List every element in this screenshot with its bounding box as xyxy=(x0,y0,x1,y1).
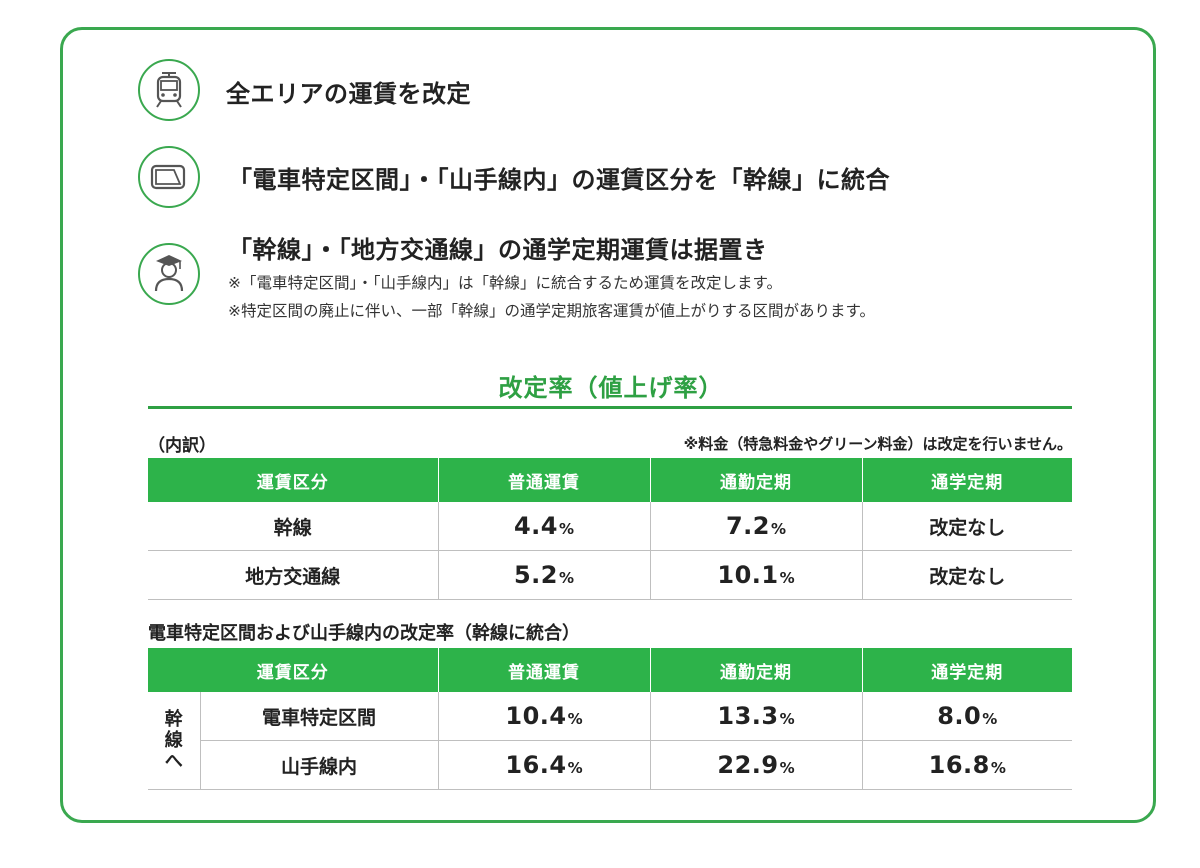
rate-title-divider xyxy=(148,406,1072,409)
student-pass-rate: 改定なし xyxy=(861,550,1072,600)
student-icon xyxy=(138,243,200,305)
table-header-row: 運賃区分 普通運賃 通勤定期 通学定期 xyxy=(148,648,1072,692)
note-student-pass-increase: ※特定区間の廃止に伴い、一部「幹線」の通学定期旅客運賃が値上がりする区間がありま… xyxy=(228,302,875,320)
fare-revision-card xyxy=(60,27,1156,823)
merged-rate-title: 電車特定区間および山手線内の改定率（幹線に統合） xyxy=(148,623,580,644)
header-student-pass: 通学定期 xyxy=(861,648,1072,692)
student-pass-rate: 8.0% xyxy=(861,692,1072,741)
row-category: 幹線 xyxy=(148,502,438,551)
fee-note: ※料金（特急料金やグリーン料金）は改定を行いません。 xyxy=(683,435,1072,453)
commuter-pass-rate: 13.3% xyxy=(649,692,862,741)
table-row: 幹線へ 電車特定区間 10.4% 13.3% 8.0% xyxy=(148,692,1072,790)
regular-fare-rate: 4.4% xyxy=(437,502,650,551)
note-merge-fare-revision: ※「電車特定区間」・「山手線内」は「幹線」に統合するため運賃を改定します。 xyxy=(228,274,782,292)
regular-fare-rate: 10.4% xyxy=(437,692,650,741)
rate-table-main: 運賃区分 普通運賃 通勤定期 通学定期 幹線 4.4% 7.2% 改定なし 地方… xyxy=(148,458,1072,600)
group-label-kansen: 幹線へ xyxy=(148,692,200,790)
breakdown-label: （内訳） xyxy=(148,436,216,456)
header-regular-fare: 普通運賃 xyxy=(437,648,650,692)
table-row: 山手線内 16.4% 22.9% 16.8% xyxy=(148,740,1072,790)
row-category: 山手線内 xyxy=(199,740,438,790)
commuter-pass-rate: 22.9% xyxy=(649,740,862,790)
rate-section-title: 改定率（値上げ率） xyxy=(498,374,724,402)
row-category: 電車特定区間 xyxy=(199,692,438,741)
table-row: 幹線 4.4% 7.2% 改定なし xyxy=(148,502,1072,551)
header-fare-category: 運賃区分 xyxy=(148,648,438,692)
header-regular-fare: 普通運賃 xyxy=(437,458,650,502)
point-student-pass-unchanged: 「幹線」・「地方交通線」の通学定期運賃は据置き xyxy=(228,236,768,264)
train-icon xyxy=(138,59,200,121)
student-pass-rate: 改定なし xyxy=(861,502,1072,551)
commuter-pass-rate: 7.2% xyxy=(649,502,862,551)
ic-card-icon xyxy=(138,146,200,208)
regular-fare-rate: 16.4% xyxy=(437,740,650,790)
header-commuter-pass: 通勤定期 xyxy=(649,458,862,502)
row-category: 地方交通線 xyxy=(148,550,438,600)
table-header-row: 運賃区分 普通運賃 通勤定期 通学定期 xyxy=(148,458,1072,502)
header-commuter-pass: 通勤定期 xyxy=(649,648,862,692)
rate-table-merged: 運賃区分 普通運賃 通勤定期 通学定期 幹線へ 電車特定区間 10.4% 13.… xyxy=(148,648,1072,790)
commuter-pass-rate: 10.1% xyxy=(649,550,862,600)
point-merge-fare-categories: 「電車特定区間」・「山手線内」の運賃区分を「幹線」に統合 xyxy=(228,166,890,194)
student-pass-rate: 16.8% xyxy=(861,740,1072,790)
point-fare-revision-all-areas: 全エリアの運賃を改定 xyxy=(226,80,471,108)
regular-fare-rate: 5.2% xyxy=(437,550,650,600)
header-student-pass: 通学定期 xyxy=(861,458,1072,502)
header-fare-category: 運賃区分 xyxy=(148,458,438,502)
table-row: 地方交通線 5.2% 10.1% 改定なし xyxy=(148,550,1072,600)
